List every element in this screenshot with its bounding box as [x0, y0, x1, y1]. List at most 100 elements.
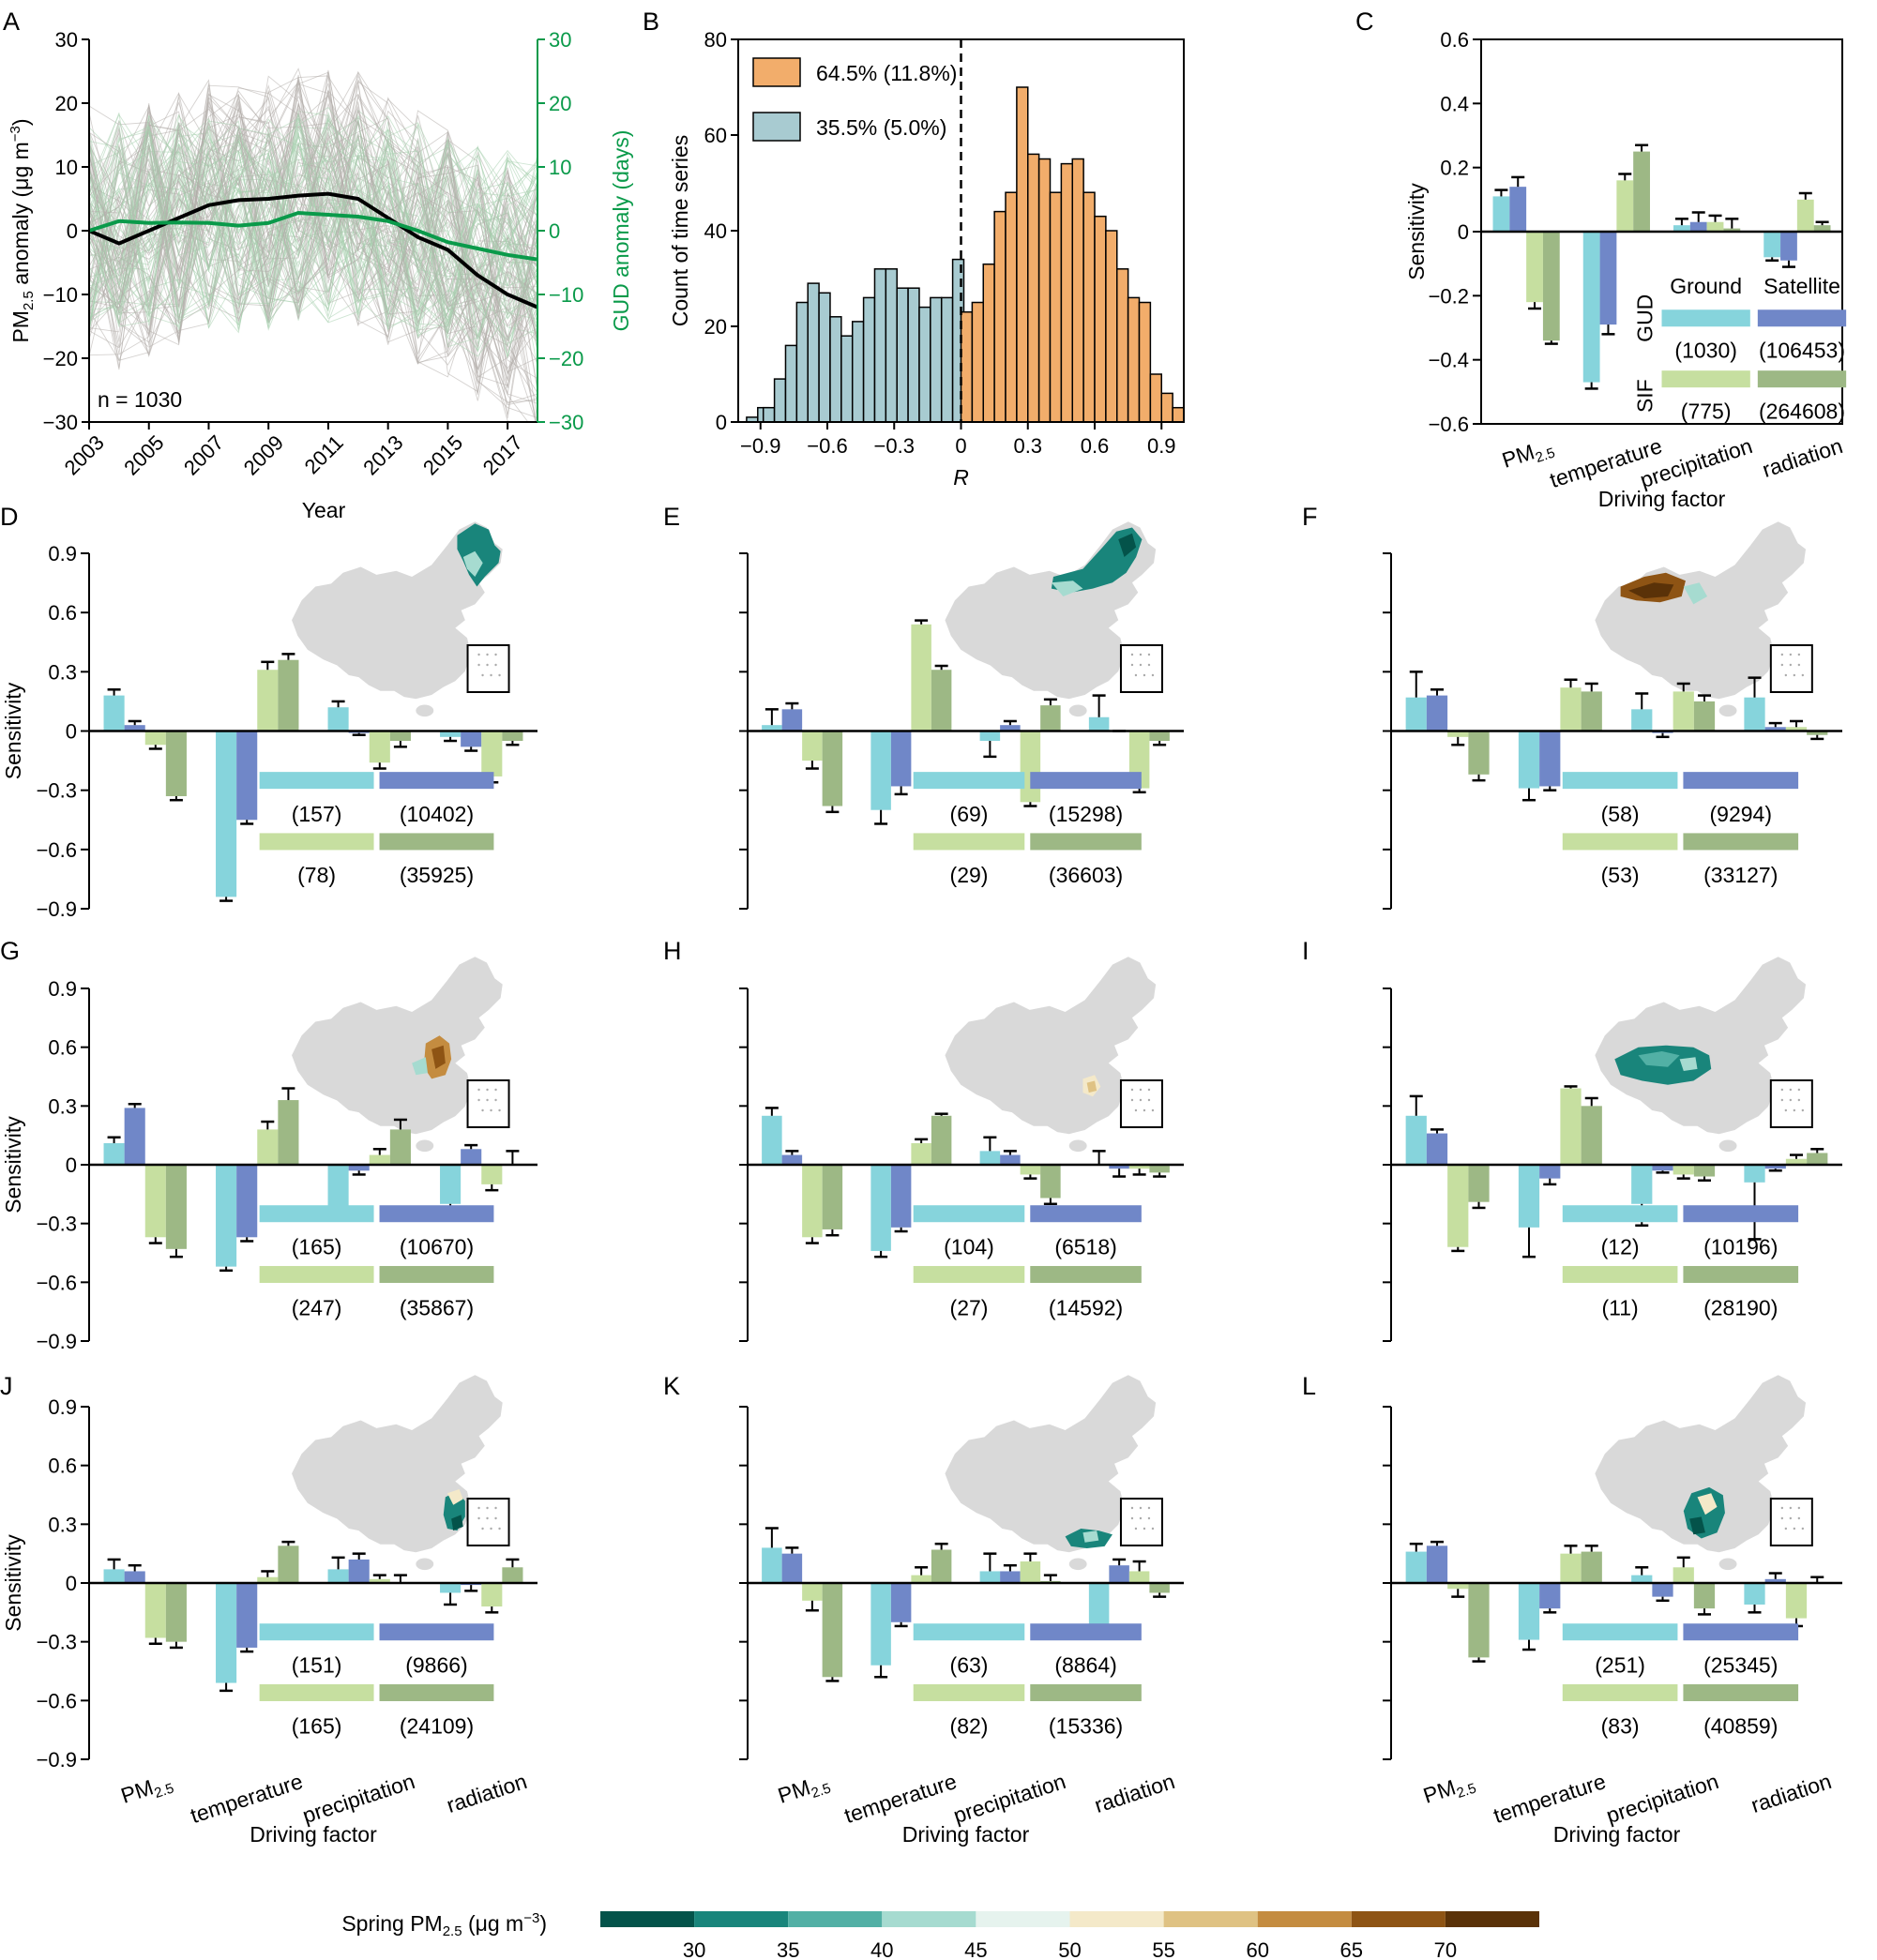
sensitivity-bar: [440, 1583, 462, 1593]
y-axis-label: Sensitivity: [1, 1116, 25, 1214]
sensitivity-bar: [1405, 1115, 1427, 1165]
sensitivity-bar: [802, 1583, 823, 1601]
negative-r-bar: [896, 287, 909, 423]
sensitivity-bar: [1426, 1545, 1448, 1583]
sample-count: (165): [292, 1235, 342, 1259]
legend-swatch: [259, 1265, 374, 1283]
panel-letter-e: E: [663, 503, 680, 531]
x-tick-label: 2003: [60, 430, 109, 479]
sample-count: (264608): [1759, 399, 1845, 423]
hainan-island: [1068, 704, 1087, 717]
sensitivity-bar: [1405, 1551, 1427, 1583]
colorbar-tick-label: 70: [1434, 1938, 1457, 1960]
sensitivity-bar: [1149, 1583, 1170, 1593]
hainan-island: [416, 704, 434, 717]
sensitivity-bar: [1447, 1583, 1469, 1590]
sensitivity-bar: [1526, 232, 1543, 303]
y2-tick-label: −30: [549, 411, 583, 434]
anomaly-series-line: [89, 93, 537, 364]
sensitivity-bar: [1693, 1583, 1716, 1609]
factor-label-temperature: temperature: [1491, 1769, 1609, 1828]
sensitivity-bar: [1785, 1583, 1808, 1619]
hainan-island: [1718, 1139, 1737, 1153]
inset-frame: [1769, 1498, 1813, 1546]
sensitivity-bar: [278, 1100, 299, 1165]
negative-r-bar: [762, 406, 776, 423]
panel-letter-k: K: [663, 1372, 680, 1400]
sensitivity-bar: [103, 695, 125, 731]
colorbar-tick-label: 45: [964, 1938, 987, 1960]
panel-letter-l: L: [1302, 1372, 1316, 1400]
pm25-region-fill: [1683, 582, 1708, 605]
sensitivity-bar: [1509, 187, 1527, 232]
anomaly-series-line: [89, 79, 537, 340]
y-tick-label: 80: [704, 28, 727, 52]
positive-r-bar: [960, 310, 974, 423]
x-tick-label: 2011: [300, 430, 348, 478]
inset-island: [1780, 1516, 1784, 1520]
colorbar-tick-label: 30: [683, 1938, 705, 1960]
inset-island: [1797, 1506, 1801, 1510]
sensitivity-bar: [481, 1583, 503, 1607]
sample-count: (15336): [1049, 1713, 1123, 1738]
sensitivity-bar: [1764, 727, 1786, 731]
sensitivity-bar: [1616, 180, 1634, 232]
colorbar-segment: [600, 1911, 695, 1927]
sample-count: (63): [950, 1653, 989, 1678]
y-axis-label: Sensitivity: [1, 682, 25, 779]
inset-island: [498, 673, 501, 677]
anomaly-series-line: [89, 113, 537, 312]
inset-island: [1801, 673, 1805, 677]
sensitivity-bar: [1149, 1165, 1170, 1173]
y-tick-label: −0.3: [37, 779, 77, 803]
y-tick-label: 0.3: [48, 1094, 77, 1118]
legend-swatch: [379, 1683, 494, 1701]
inset-island: [1139, 1098, 1143, 1102]
x-axis-label: R: [953, 465, 969, 490]
sensitivity-bar: [762, 1115, 782, 1165]
colorbar-label: Spring PM2.5 (μg m−3): [341, 1910, 547, 1939]
legend-swatch: [1683, 833, 1799, 851]
positive-r-bar: [1138, 301, 1152, 423]
anomaly-series-line: [89, 139, 537, 373]
anomaly-series-line: [89, 127, 537, 333]
sensitivity-bar: [1040, 1165, 1061, 1199]
legend-swatch: [259, 1623, 374, 1641]
x-tick-label: 2007: [179, 430, 228, 479]
sensitivity-panel-d: 0.9 0.6 0.3 0 −0.3 −0.6 −0.9 Sensitivity (157) (1…: [1, 521, 537, 921]
sensitivity-bar: [1785, 727, 1808, 731]
sensitivity-bar: [911, 1143, 931, 1165]
sensitivity-bar: [327, 707, 349, 731]
pm25-region-fill: [1051, 527, 1143, 593]
sensitivity-bar: [1468, 731, 1490, 775]
cbar-close: ): [539, 1911, 547, 1936]
sensitivity-bar: [890, 1583, 912, 1622]
positive-r-bar: [1116, 268, 1129, 423]
inset-island: [1793, 1108, 1796, 1112]
sensitivity-bar: [1539, 1165, 1561, 1179]
positive-r-bar: [1105, 230, 1118, 423]
sensitivity-bar: [124, 1571, 145, 1583]
legend-swatch: [1562, 1683, 1678, 1701]
y-tick-label: 0.6: [48, 1036, 77, 1060]
sensitivity-bar: [1109, 1565, 1129, 1583]
inset-island: [1780, 663, 1784, 667]
y2-tick-label: −20: [549, 347, 583, 370]
hainan-island: [416, 1558, 434, 1571]
inset-frame: [466, 1498, 510, 1546]
ylabel-sub: 2.5: [21, 291, 37, 310]
sensitivity-bar: [1539, 731, 1561, 787]
china-outline: [1595, 1375, 1807, 1553]
inset-island: [486, 1506, 489, 1510]
y-tick-label: 60: [704, 124, 727, 147]
china-map: [292, 957, 503, 1153]
sensitivity-bar: [1426, 695, 1448, 731]
sensitivity-bar: [1020, 1165, 1041, 1175]
inset-island: [498, 1108, 501, 1112]
inset-island: [1797, 653, 1801, 656]
sensitivity-bar: [1000, 1154, 1021, 1165]
panel-letter-f: F: [1302, 503, 1318, 531]
inset-island: [486, 653, 489, 656]
inset-island: [1780, 653, 1784, 656]
